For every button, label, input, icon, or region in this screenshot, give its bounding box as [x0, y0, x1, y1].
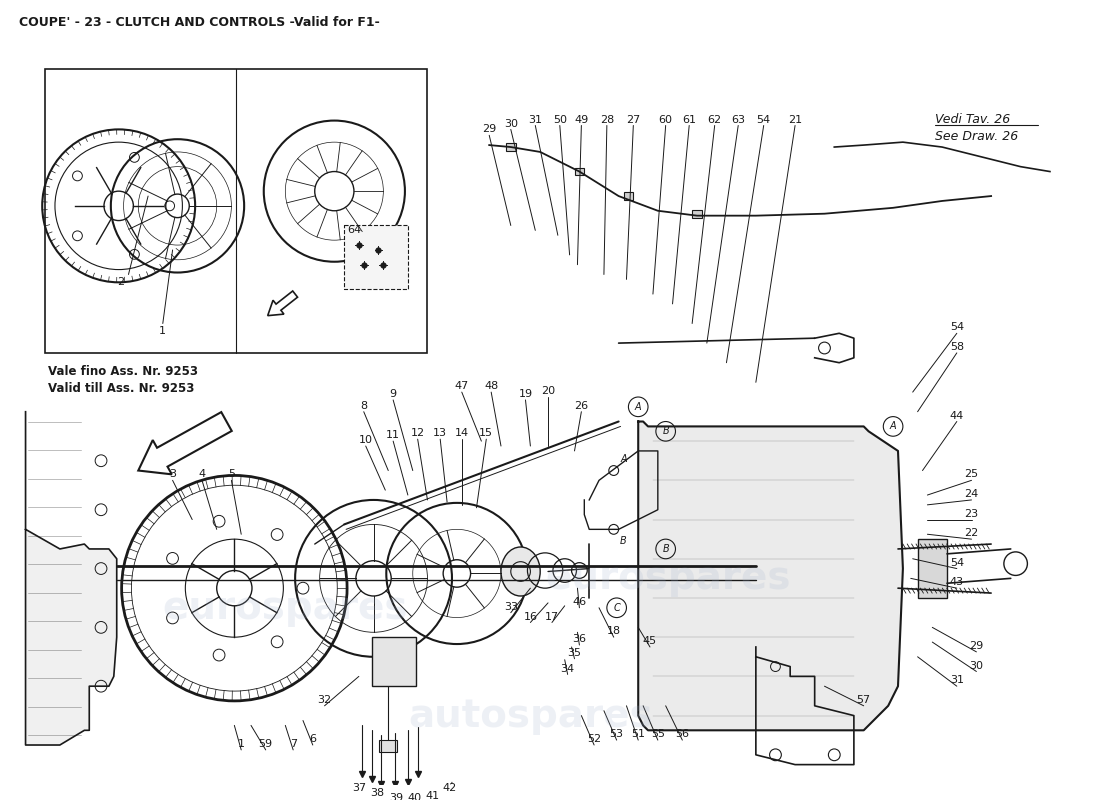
- Text: 7: 7: [289, 739, 297, 749]
- Text: 49: 49: [574, 114, 589, 125]
- Text: 52: 52: [587, 734, 602, 744]
- Text: 62: 62: [707, 114, 722, 125]
- Polygon shape: [638, 422, 903, 730]
- Text: 54: 54: [949, 322, 964, 333]
- Text: 48: 48: [484, 382, 498, 391]
- Text: 6: 6: [309, 734, 317, 744]
- Text: 29: 29: [482, 124, 496, 134]
- Text: 8: 8: [360, 401, 367, 411]
- Bar: [344, 226, 408, 289]
- Text: 19: 19: [518, 389, 532, 399]
- FancyArrow shape: [139, 412, 232, 474]
- Text: 64: 64: [346, 226, 361, 235]
- Ellipse shape: [500, 547, 540, 596]
- Bar: [379, 740, 397, 752]
- Text: 54: 54: [949, 558, 964, 568]
- Text: 12: 12: [410, 428, 425, 438]
- Text: 60: 60: [659, 114, 673, 125]
- Text: 54: 54: [757, 114, 771, 125]
- Text: autospares: autospares: [408, 697, 652, 734]
- Text: 1: 1: [238, 739, 244, 749]
- Text: 9: 9: [389, 389, 397, 399]
- Text: 20: 20: [541, 386, 556, 396]
- Text: 39: 39: [389, 793, 404, 800]
- Text: 30: 30: [969, 661, 983, 670]
- Text: 18: 18: [607, 626, 620, 636]
- Text: 27: 27: [626, 114, 640, 125]
- FancyArrow shape: [267, 291, 298, 316]
- Text: 58: 58: [949, 342, 964, 352]
- Text: 56: 56: [675, 730, 690, 739]
- Text: Valid till Ass. Nr. 9253: Valid till Ass. Nr. 9253: [48, 382, 195, 395]
- Text: 57: 57: [857, 695, 871, 705]
- Text: A: A: [635, 402, 641, 412]
- Text: eurospares: eurospares: [544, 559, 791, 598]
- Text: 29: 29: [969, 641, 983, 651]
- Text: 1: 1: [160, 326, 166, 336]
- Text: 36: 36: [572, 634, 586, 644]
- Text: Vale fino Ass. Nr. 9253: Vale fino Ass. Nr. 9253: [48, 365, 198, 378]
- Text: 61: 61: [682, 114, 696, 125]
- Text: 4: 4: [198, 470, 206, 479]
- Text: A: A: [890, 422, 896, 431]
- Text: 23: 23: [965, 509, 979, 518]
- Text: 35: 35: [568, 648, 582, 658]
- Text: 41: 41: [426, 791, 439, 800]
- Text: 2: 2: [117, 278, 124, 287]
- Text: A: A: [620, 454, 627, 464]
- Text: 10: 10: [359, 435, 373, 445]
- Text: 31: 31: [528, 114, 542, 125]
- Text: 25: 25: [965, 470, 979, 479]
- Text: 59: 59: [258, 739, 273, 749]
- Text: 33: 33: [504, 602, 518, 612]
- Bar: [574, 168, 584, 175]
- Text: 63: 63: [732, 114, 745, 125]
- Text: Vedi Tav. 26: Vedi Tav. 26: [935, 113, 1011, 126]
- Text: 53: 53: [609, 730, 624, 739]
- Text: 14: 14: [454, 428, 469, 438]
- Text: 31: 31: [949, 675, 964, 686]
- Text: 38: 38: [371, 788, 385, 798]
- Text: 5: 5: [228, 470, 235, 479]
- Text: 13: 13: [433, 428, 448, 438]
- Text: 55: 55: [651, 730, 664, 739]
- Text: 21: 21: [788, 114, 802, 125]
- Text: 50: 50: [553, 114, 566, 125]
- Bar: [372, 637, 416, 686]
- Text: eurospares: eurospares: [163, 589, 408, 626]
- Text: 45: 45: [642, 636, 657, 646]
- Text: 51: 51: [631, 730, 646, 739]
- Text: 44: 44: [949, 410, 964, 421]
- Text: B: B: [662, 544, 669, 554]
- Text: 43: 43: [949, 578, 964, 587]
- Text: See Draw. 26: See Draw. 26: [935, 130, 1019, 143]
- Text: 28: 28: [600, 114, 614, 125]
- Text: 11: 11: [386, 430, 400, 440]
- Text: 32: 32: [318, 695, 331, 705]
- Polygon shape: [25, 412, 117, 745]
- Text: C: C: [614, 602, 620, 613]
- Text: 30: 30: [504, 118, 518, 129]
- Text: B: B: [662, 426, 669, 436]
- Text: 15: 15: [480, 428, 493, 438]
- Text: B: B: [620, 536, 627, 546]
- Text: 34: 34: [561, 663, 574, 674]
- Bar: [917, 539, 947, 598]
- Text: 3: 3: [169, 470, 176, 479]
- Text: 37: 37: [352, 783, 366, 793]
- Bar: [506, 143, 516, 151]
- Text: 47: 47: [454, 382, 469, 391]
- Text: 42: 42: [443, 783, 458, 793]
- Text: 40: 40: [408, 793, 421, 800]
- Bar: [692, 210, 702, 218]
- Bar: [624, 192, 634, 200]
- Text: 46: 46: [572, 597, 586, 607]
- Text: COUPE' - 23 - CLUTCH AND CONTROLS -Valid for F1-: COUPE' - 23 - CLUTCH AND CONTROLS -Valid…: [19, 16, 379, 29]
- Text: 17: 17: [544, 611, 559, 622]
- Text: 22: 22: [965, 528, 979, 538]
- Text: 16: 16: [524, 611, 538, 622]
- Bar: [45, 69, 428, 353]
- Text: 26: 26: [574, 401, 589, 411]
- Text: 24: 24: [965, 489, 979, 499]
